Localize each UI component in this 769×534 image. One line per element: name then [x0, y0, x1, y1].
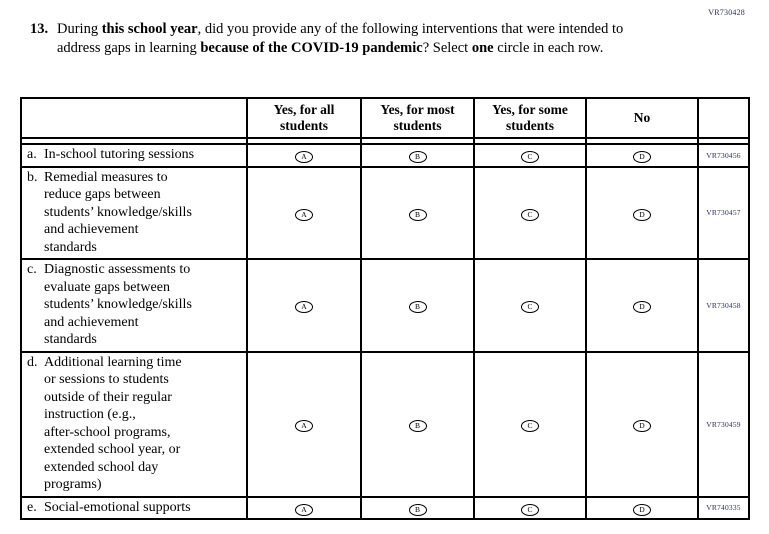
- option-cell-a: A: [246, 350, 362, 498]
- option-circle-b[interactable]: B: [408, 208, 427, 221]
- table-row-a: a. In-school tutoring sessions A B C D VR73045…: [20, 143, 750, 168]
- question-segment-2: , did you provide any of the following i…: [57, 21, 624, 56]
- option-circle-b[interactable]: B: [408, 151, 427, 164]
- option-circle-a[interactable]: A: [295, 301, 313, 314]
- vr-code: VR740335: [697, 495, 750, 520]
- interventions-table: Yes, for all students Yes, for most stude…: [20, 97, 750, 520]
- table-row-d: d. Additional learning time or sessions t…: [20, 350, 750, 498]
- header-gap-cell: [697, 137, 750, 145]
- option-cell-c: C: [473, 165, 587, 260]
- row-label: In-school tutoring sessions: [44, 147, 195, 162]
- vr-code: VR730457: [697, 165, 750, 260]
- header-gap-cell: [20, 137, 248, 145]
- row-letter: e.: [27, 499, 37, 515]
- vr-code: VR730456: [697, 143, 750, 168]
- option-cell-d: D: [585, 495, 699, 520]
- table-body: a. In-school tutoring sessions A B C D VR73045…: [20, 137, 750, 520]
- question-segment-5: one: [471, 40, 494, 56]
- option-circle-d[interactable]: D: [633, 208, 651, 221]
- row-label-cell: a. In-school tutoring sessions: [20, 143, 248, 168]
- question-segment-6: circle in each row.: [493, 40, 604, 56]
- option-circle-c[interactable]: C: [521, 420, 539, 432]
- column-header-4: No: [585, 97, 699, 139]
- option-cell-d: D: [585, 143, 699, 168]
- option-cell-a: A: [246, 143, 362, 168]
- option-circle-d[interactable]: D: [633, 301, 651, 314]
- column-header-5: [697, 97, 750, 139]
- page-code: VR730428: [708, 8, 745, 17]
- row-label-cell: c. Diagnostic assessments to evaluate gap…: [20, 258, 248, 353]
- header-gap-cell: [246, 137, 362, 145]
- row-letter: a.: [27, 147, 37, 162]
- option-circle-b[interactable]: B: [408, 503, 427, 516]
- option-circle-c[interactable]: C: [521, 208, 539, 221]
- option-circle-d[interactable]: D: [633, 151, 651, 164]
- option-cell-a: A: [246, 165, 362, 260]
- row-label: Additional learning time or sessions to …: [44, 354, 182, 493]
- question-segment-3: because of the COVID-19 pandemic: [200, 40, 423, 56]
- row-letter: d.: [27, 354, 38, 370]
- vr-code: VR730458: [697, 258, 750, 353]
- option-cell-c: C: [473, 495, 587, 520]
- question-segment-1: this school year: [101, 21, 198, 37]
- option-circle-a[interactable]: A: [295, 503, 313, 516]
- header-gap-cell: [360, 137, 475, 145]
- option-cell-c: C: [473, 143, 587, 168]
- question-number: 13.: [30, 21, 49, 37]
- question-text: During this school year, did you provide…: [57, 20, 663, 58]
- column-header-0: [20, 97, 248, 139]
- table-row-c: c. Diagnostic assessments to evaluate gap…: [20, 258, 750, 353]
- row-label: Diagnostic assessments to evaluate gaps …: [44, 262, 192, 347]
- option-cell-b: B: [360, 258, 475, 353]
- option-circle-b[interactable]: B: [408, 420, 427, 432]
- header-gap-row: [20, 137, 750, 145]
- row-letter: c.: [27, 262, 37, 277]
- header-gap-cell: [585, 137, 699, 145]
- row-label-cell: b. Remedial measures to reduce gaps betwe…: [20, 165, 248, 260]
- option-cell-d: D: [585, 258, 699, 353]
- table-header-row: Yes, for all students Yes, for most stude…: [20, 97, 750, 139]
- option-cell-b: B: [360, 495, 475, 520]
- question-13: 13. During this school year, did you pro…: [30, 20, 663, 58]
- column-header-1: Yes, for all students: [246, 97, 362, 139]
- question-segment-0: During: [57, 21, 102, 37]
- vr-code: VR730459: [697, 350, 750, 498]
- column-header-3: Yes, for some students: [473, 97, 587, 139]
- option-circle-a[interactable]: A: [295, 151, 313, 164]
- option-circle-a[interactable]: A: [295, 420, 313, 432]
- header-gap-cell: [473, 137, 587, 145]
- option-cell-d: D: [585, 165, 699, 260]
- row-label: Remedial measures to reduce gaps between…: [44, 169, 192, 255]
- option-cell-c: C: [473, 350, 587, 498]
- option-cell-c: C: [473, 258, 587, 353]
- option-cell-b: B: [360, 143, 475, 168]
- option-cell-b: B: [360, 165, 475, 260]
- option-circle-a[interactable]: A: [295, 208, 313, 221]
- option-circle-b[interactable]: B: [408, 301, 427, 314]
- option-circle-d[interactable]: D: [633, 420, 651, 432]
- option-circle-c[interactable]: C: [521, 503, 539, 516]
- column-header-2: Yes, for most students: [360, 97, 475, 139]
- row-label: Social-emotional supports: [44, 499, 191, 515]
- option-circle-c[interactable]: C: [521, 301, 539, 314]
- option-circle-d[interactable]: D: [633, 503, 651, 516]
- option-cell-d: D: [585, 350, 699, 498]
- table-row-b: b. Remedial measures to reduce gaps betwe…: [20, 165, 750, 260]
- row-letter: b.: [27, 169, 38, 185]
- row-label-cell: d. Additional learning time or sessions t…: [20, 350, 248, 498]
- option-cell-a: A: [246, 258, 362, 353]
- row-label-cell: e. Social-emotional supports: [20, 495, 248, 520]
- table-row-e: e. Social-emotional supports A B C D VR740335: [20, 495, 750, 520]
- option-circle-c[interactable]: C: [521, 151, 539, 164]
- question-segment-4: ? Select: [422, 40, 472, 56]
- option-cell-a: A: [246, 495, 362, 520]
- option-cell-b: B: [360, 350, 475, 498]
